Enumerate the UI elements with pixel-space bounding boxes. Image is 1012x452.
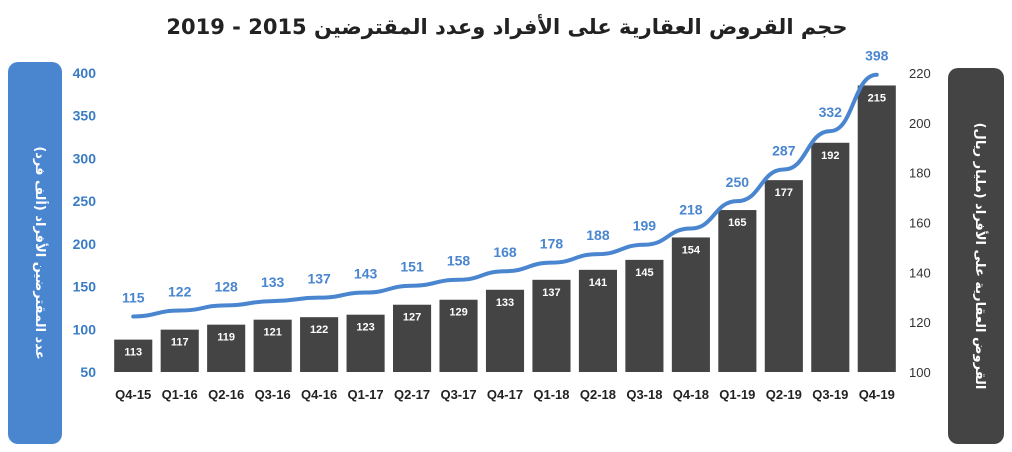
bar-value-label: 129 [449, 307, 467, 319]
bar [393, 304, 432, 372]
category-label: Q3-16 [255, 387, 291, 402]
bar-value-label: 123 [356, 322, 374, 334]
category-label: Q4-15 [115, 387, 151, 402]
line-value-label: 128 [214, 278, 238, 294]
bar-value-label: 154 [682, 244, 701, 256]
category-label: Q4-19 [859, 387, 895, 402]
left-axis-tick-label: 150 [73, 279, 97, 295]
bar [857, 85, 896, 372]
bar-value-label: 165 [728, 217, 746, 229]
chart-title: حجم القروض العقارية على الأفراد وعدد الم… [166, 13, 847, 39]
bar [578, 269, 617, 372]
line-path [131, 72, 879, 319]
category-label: Q4-18 [673, 387, 709, 402]
bar [207, 324, 246, 372]
bar-value-label: 145 [635, 267, 653, 279]
bar-value-label: 177 [775, 187, 793, 199]
right-axis-tick-label: 220 [909, 66, 931, 81]
bar [253, 319, 292, 372]
line-value-label: 218 [679, 201, 703, 217]
left-axis-ticks: 50 100 150 200 250 300 350 400 [73, 65, 97, 380]
line-value-label: 250 [726, 174, 750, 190]
category-labels: Q4-15 Q1-16 Q2-16 Q3-16 Q4-16 Q1-17 Q2-17 Q3-17… [115, 387, 895, 402]
category-label: Q3-17 [440, 387, 476, 402]
left-axis-tick-label: 100 [73, 321, 97, 337]
right-axis-tick-label: 180 [909, 166, 931, 181]
bar-value-label: 117 [171, 337, 189, 349]
left-axis-tick-label: 400 [73, 65, 97, 81]
bar-value-label: 133 [496, 297, 514, 309]
category-label: Q4-17 [487, 387, 523, 402]
category-label: Q3-18 [626, 387, 662, 402]
bar [532, 279, 571, 372]
left-axis-panel [8, 62, 62, 444]
bar [300, 317, 339, 372]
category-label: Q4-16 [301, 387, 337, 402]
line-value-label: 398 [865, 48, 889, 64]
right-axis-label: القروض العقارية على الأفراد (مليار ريال) [972, 123, 989, 390]
line-value-label: 188 [586, 227, 610, 243]
left-axis-tick-label: 50 [80, 364, 96, 380]
line-value-label: 158 [447, 253, 471, 269]
bar [439, 299, 478, 372]
bar [114, 339, 153, 372]
left-axis-tick-label: 250 [73, 193, 97, 209]
bar [811, 142, 850, 372]
category-label: Q1-17 [348, 387, 384, 402]
line-value-label: 115 [122, 289, 145, 305]
line-value-label: 287 [772, 143, 796, 159]
right-axis-tick-label: 160 [909, 216, 931, 231]
bar-value-label: 113 [124, 347, 142, 359]
line-value-label: 133 [261, 274, 285, 290]
right-axis-tick-label: 120 [909, 315, 931, 330]
line-value-label: 178 [540, 236, 564, 252]
bar [625, 259, 664, 372]
bar-value-label: 192 [821, 150, 839, 162]
right-axis-tick-label: 200 [909, 116, 931, 131]
bar-value-label: 122 [310, 324, 328, 336]
category-label: Q2-16 [208, 387, 244, 402]
category-label: Q2-18 [580, 387, 616, 402]
bar-value-label: 119 [217, 332, 235, 344]
left-axis-label: عدد المقترضين الأفراد (ألف فرد) [32, 146, 49, 359]
bar [718, 210, 757, 372]
bar-series: 113 117 119 121 122 123 127 129 133 137 141 145 154 1… [114, 85, 896, 372]
category-label: Q2-17 [394, 387, 430, 402]
bar [160, 329, 199, 372]
category-label: Q2-19 [766, 387, 802, 402]
right-axis-panel [948, 68, 1004, 444]
category-label: Q1-19 [719, 387, 755, 402]
bar-value-label: 121 [263, 327, 281, 339]
line-value-label: 168 [493, 244, 517, 260]
category-label: Q1-18 [533, 387, 569, 402]
line-value-label: 199 [633, 218, 657, 234]
left-axis-tick-label: 300 [73, 150, 97, 166]
left-axis-tick-label: 350 [73, 108, 97, 124]
bar [764, 180, 803, 372]
left-axis-tick-label: 200 [73, 236, 97, 252]
line-value-label: 122 [168, 283, 192, 299]
line-value-label: 151 [400, 259, 424, 275]
line-value-label: 332 [819, 104, 843, 120]
bar [346, 314, 385, 372]
bar [485, 289, 525, 372]
bar-value-label: 127 [403, 312, 421, 324]
line-value-label: 143 [354, 266, 378, 282]
bar-value-label: 137 [542, 287, 560, 299]
bar-value-label: 215 [868, 92, 886, 104]
bar [671, 237, 710, 372]
right-axis-tick-label: 100 [909, 365, 931, 380]
line-value-label: 137 [307, 271, 331, 287]
bar-value-label: 141 [589, 277, 607, 289]
category-label: Q1-16 [162, 387, 198, 402]
line-series: 115 122 128 133 137 143 151 158 168 178 188 199 218 2… [122, 48, 889, 319]
right-axis-tick-label: 140 [909, 265, 931, 280]
right-axis-ticks: 100 120 140 160 180 200 220 [909, 66, 931, 380]
category-label: Q3-19 [812, 387, 848, 402]
